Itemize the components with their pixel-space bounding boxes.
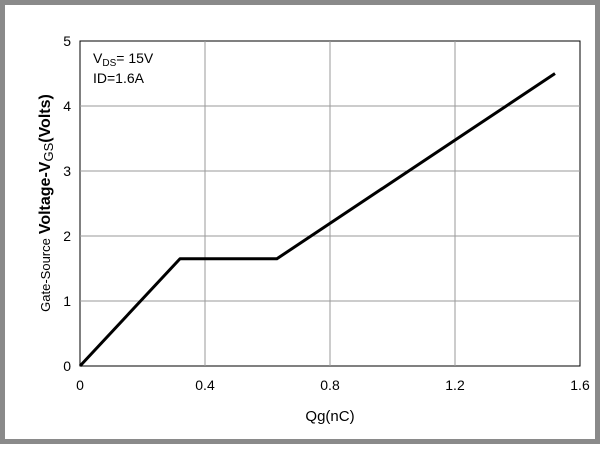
x-tick-label: 0 [76, 377, 84, 393]
grid [80, 41, 580, 366]
y-axis-title: Gate-SourceVoltage-VGS(Volts) [37, 94, 56, 312]
x-axis-ticks: 0 0.4 0.8 1.2 1.6 [76, 377, 590, 393]
y-tick-label: 3 [63, 163, 71, 179]
x-tick-label: 1.6 [570, 377, 590, 393]
x-axis-title: Qg(nC) [305, 408, 354, 425]
x-tick-label: 0.4 [195, 377, 215, 393]
x-tick-label: 1.2 [445, 377, 465, 393]
x-tick-label: 0.8 [320, 377, 340, 393]
chart-svg: 0 0.4 0.8 1.2 1.6 0 1 2 3 4 5 VDS= 15V ID=1.6A Qg… [37, 33, 590, 425]
y-tick-label: 0 [63, 358, 71, 374]
y-tick-label: 1 [63, 293, 71, 309]
annotation-id: ID=1.6A [93, 70, 145, 86]
y-axis-ticks: 0 1 2 3 4 5 [63, 33, 71, 374]
y-tick-label: 2 [63, 228, 71, 244]
y-tick-label: 5 [63, 33, 71, 49]
annotation-vds: VDS= 15V [93, 50, 154, 69]
series-group [78, 72, 556, 368]
series-line-0 [78, 72, 556, 368]
y-tick-label: 4 [63, 98, 71, 114]
